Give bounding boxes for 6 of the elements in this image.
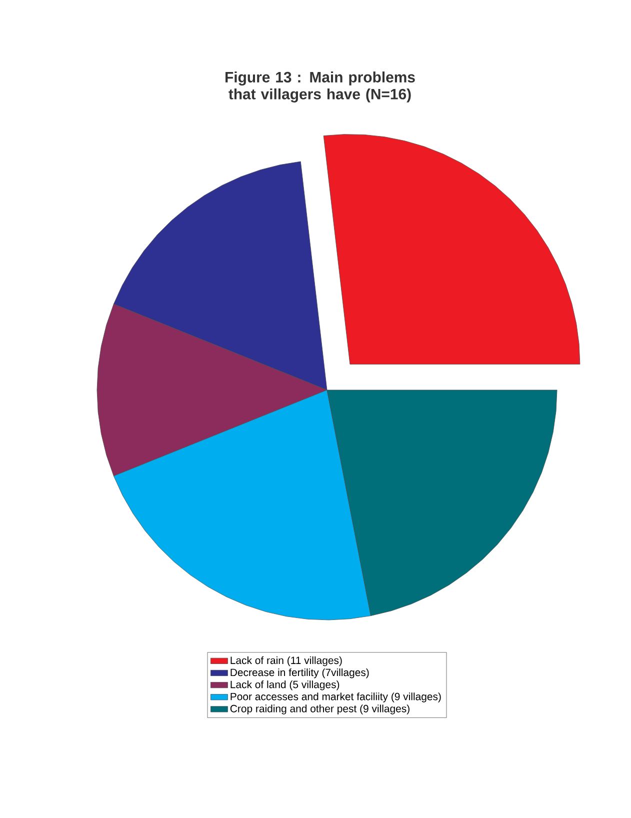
legend-label: Lack of rain (11 villages) [230,656,342,666]
chart-title: Figure 13 : Main problems that villagers have (N=16) [226,72,415,102]
legend-label: Poor accesses and market faciliity (9 villages) [230,692,441,702]
legend-label: Decrease in fertility (7villages) [230,668,369,678]
legend-label: Crop raiding and other pest (9 villages) [230,704,410,714]
legend-label: Lack of land (5 villages) [230,680,340,690]
